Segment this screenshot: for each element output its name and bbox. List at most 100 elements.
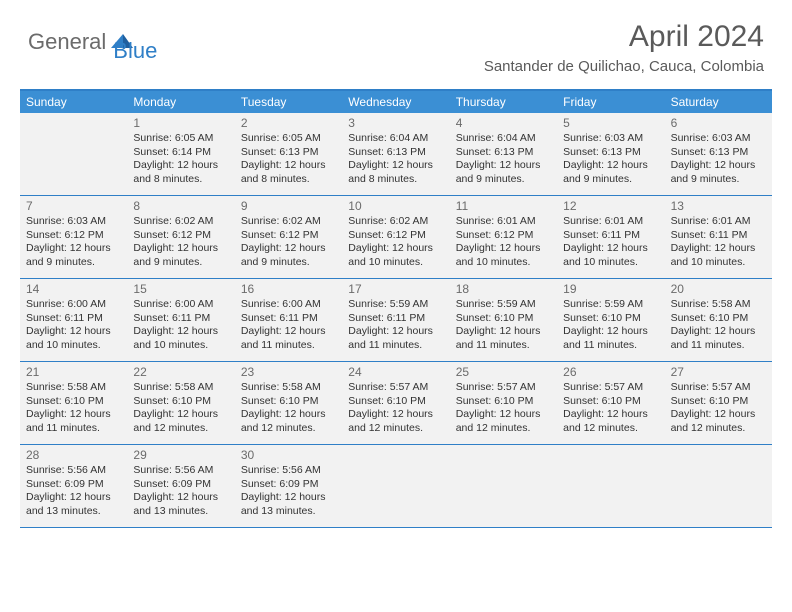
- day-info-line: Sunset: 6:11 PM: [241, 312, 336, 326]
- day-cell: 7Sunrise: 6:03 AMSunset: 6:12 PMDaylight…: [20, 196, 127, 278]
- day-info-line: and 10 minutes.: [671, 256, 766, 270]
- weekday-label: Saturday: [665, 91, 772, 113]
- day-cell: 1Sunrise: 6:05 AMSunset: 6:14 PMDaylight…: [127, 113, 234, 195]
- day-info-line: Daylight: 12 hours: [133, 159, 228, 173]
- day-info-line: and 12 minutes.: [133, 422, 228, 436]
- day-info-line: and 11 minutes.: [26, 422, 121, 436]
- day-cell: 11Sunrise: 6:01 AMSunset: 6:12 PMDayligh…: [450, 196, 557, 278]
- day-info-line: and 10 minutes.: [348, 256, 443, 270]
- day-number: 30: [241, 448, 336, 462]
- day-number: 7: [26, 199, 121, 213]
- title-block: April 2024 Santander de Quilichao, Cauca…: [484, 20, 764, 75]
- day-number: 12: [563, 199, 658, 213]
- calendar: Sunday Monday Tuesday Wednesday Thursday…: [20, 89, 772, 528]
- day-info-line: Sunrise: 6:01 AM: [671, 215, 766, 229]
- day-number: 6: [671, 116, 766, 130]
- day-info-line: Sunset: 6:13 PM: [241, 146, 336, 160]
- day-info-line: and 12 minutes.: [348, 422, 443, 436]
- day-info-line: Daylight: 12 hours: [241, 242, 336, 256]
- day-info-line: Daylight: 12 hours: [348, 408, 443, 422]
- day-info-line: Sunset: 6:12 PM: [348, 229, 443, 243]
- day-cell: 3Sunrise: 6:04 AMSunset: 6:13 PMDaylight…: [342, 113, 449, 195]
- day-info-line: Sunset: 6:10 PM: [671, 312, 766, 326]
- day-info-line: and 13 minutes.: [26, 505, 121, 519]
- day-info-line: Sunrise: 5:59 AM: [563, 298, 658, 312]
- weekday-label: Thursday: [450, 91, 557, 113]
- day-number: 5: [563, 116, 658, 130]
- day-cell: 21Sunrise: 5:58 AMSunset: 6:10 PMDayligh…: [20, 362, 127, 444]
- day-info-line: and 11 minutes.: [456, 339, 551, 353]
- day-number: 25: [456, 365, 551, 379]
- day-info-line: Daylight: 12 hours: [348, 159, 443, 173]
- header: General Blue April 2024 Santander de Qui…: [0, 0, 792, 81]
- day-info-line: Sunset: 6:10 PM: [456, 312, 551, 326]
- day-info-line: Sunrise: 6:04 AM: [456, 132, 551, 146]
- day-cell: 28Sunrise: 5:56 AMSunset: 6:09 PMDayligh…: [20, 445, 127, 527]
- day-number: 18: [456, 282, 551, 296]
- day-info-line: and 9 minutes.: [26, 256, 121, 270]
- day-info-line: Sunrise: 5:59 AM: [456, 298, 551, 312]
- day-info-line: and 9 minutes.: [563, 173, 658, 187]
- day-info-line: Sunset: 6:12 PM: [133, 229, 228, 243]
- day-info-line: Sunset: 6:09 PM: [241, 478, 336, 492]
- day-info-line: and 9 minutes.: [671, 173, 766, 187]
- day-number: 19: [563, 282, 658, 296]
- day-info-line: Sunset: 6:12 PM: [241, 229, 336, 243]
- day-number: 14: [26, 282, 121, 296]
- logo: General Blue: [28, 20, 157, 64]
- day-info-line: Daylight: 12 hours: [671, 325, 766, 339]
- day-info-line: Daylight: 12 hours: [456, 159, 551, 173]
- day-info-line: Daylight: 12 hours: [133, 325, 228, 339]
- day-info-line: Sunrise: 6:05 AM: [241, 132, 336, 146]
- weekday-label: Monday: [127, 91, 234, 113]
- day-info-line: and 10 minutes.: [133, 339, 228, 353]
- day-info-line: Sunset: 6:12 PM: [26, 229, 121, 243]
- day-info-line: Daylight: 12 hours: [348, 242, 443, 256]
- day-info-line: Sunrise: 6:00 AM: [133, 298, 228, 312]
- day-info-line: and 12 minutes.: [671, 422, 766, 436]
- day-info-line: Sunrise: 5:59 AM: [348, 298, 443, 312]
- day-info-line: Sunset: 6:10 PM: [563, 395, 658, 409]
- day-info-line: Sunrise: 6:02 AM: [133, 215, 228, 229]
- weekday-label: Tuesday: [235, 91, 342, 113]
- day-info-line: Daylight: 12 hours: [241, 325, 336, 339]
- day-cell: [342, 445, 449, 527]
- day-number: 29: [133, 448, 228, 462]
- day-info-line: and 9 minutes.: [133, 256, 228, 270]
- week-row: 7Sunrise: 6:03 AMSunset: 6:12 PMDaylight…: [20, 196, 772, 279]
- day-info-line: Sunset: 6:10 PM: [241, 395, 336, 409]
- day-number: 16: [241, 282, 336, 296]
- day-info-line: Sunset: 6:11 PM: [671, 229, 766, 243]
- day-cell: 22Sunrise: 5:58 AMSunset: 6:10 PMDayligh…: [127, 362, 234, 444]
- day-info-line: Sunrise: 5:57 AM: [456, 381, 551, 395]
- day-cell: [665, 445, 772, 527]
- day-info-line: Daylight: 12 hours: [671, 159, 766, 173]
- day-info-line: Sunset: 6:13 PM: [563, 146, 658, 160]
- day-info-line: and 10 minutes.: [26, 339, 121, 353]
- day-info-line: Sunset: 6:11 PM: [563, 229, 658, 243]
- day-info-line: Sunrise: 5:58 AM: [133, 381, 228, 395]
- day-cell: 19Sunrise: 5:59 AMSunset: 6:10 PMDayligh…: [557, 279, 664, 361]
- day-info-line: Sunset: 6:12 PM: [456, 229, 551, 243]
- day-cell: 30Sunrise: 5:56 AMSunset: 6:09 PMDayligh…: [235, 445, 342, 527]
- day-number: 10: [348, 199, 443, 213]
- day-info-line: Sunset: 6:13 PM: [671, 146, 766, 160]
- day-info-line: Sunset: 6:10 PM: [671, 395, 766, 409]
- day-info-line: Sunrise: 5:58 AM: [241, 381, 336, 395]
- day-info-line: Sunrise: 6:04 AM: [348, 132, 443, 146]
- day-info-line: Sunset: 6:11 PM: [26, 312, 121, 326]
- day-info-line: Sunset: 6:10 PM: [133, 395, 228, 409]
- day-number: 22: [133, 365, 228, 379]
- day-info-line: and 9 minutes.: [241, 256, 336, 270]
- day-info-line: Daylight: 12 hours: [26, 491, 121, 505]
- day-cell: 17Sunrise: 5:59 AMSunset: 6:11 PMDayligh…: [342, 279, 449, 361]
- week-row: 28Sunrise: 5:56 AMSunset: 6:09 PMDayligh…: [20, 445, 772, 528]
- day-number: 2: [241, 116, 336, 130]
- day-cell: 26Sunrise: 5:57 AMSunset: 6:10 PMDayligh…: [557, 362, 664, 444]
- day-number: 17: [348, 282, 443, 296]
- day-info-line: Sunset: 6:09 PM: [26, 478, 121, 492]
- day-cell: 14Sunrise: 6:00 AMSunset: 6:11 PMDayligh…: [20, 279, 127, 361]
- day-info-line: and 12 minutes.: [456, 422, 551, 436]
- day-cell: 23Sunrise: 5:58 AMSunset: 6:10 PMDayligh…: [235, 362, 342, 444]
- day-info-line: Sunrise: 5:57 AM: [348, 381, 443, 395]
